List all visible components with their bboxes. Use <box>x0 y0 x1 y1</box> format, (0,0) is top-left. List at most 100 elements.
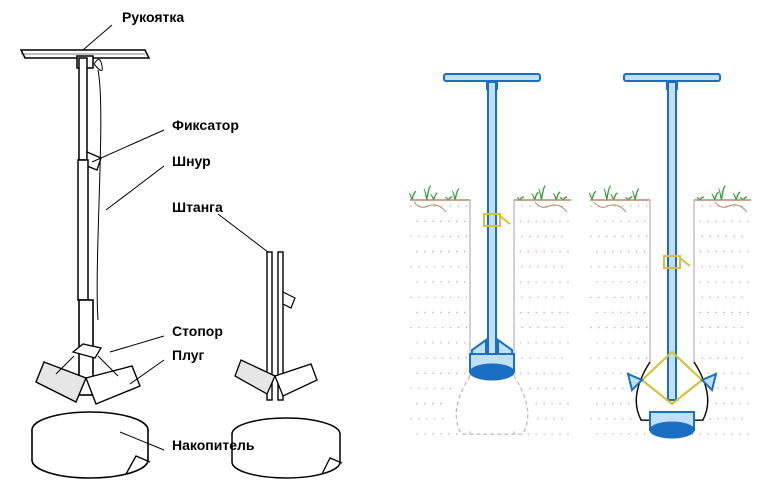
soil-dot <box>544 403 545 404</box>
soil-dot <box>596 342 597 343</box>
soil-dot <box>567 281 568 282</box>
soil-dot <box>747 403 748 404</box>
soil-dot <box>418 297 419 298</box>
label-plow: Плуг <box>172 347 205 363</box>
soil-dot <box>536 281 537 282</box>
soil-dot <box>567 251 568 252</box>
shaft <box>488 82 496 362</box>
soil-dot <box>590 388 591 389</box>
leader-handle <box>83 25 112 50</box>
soil-dot <box>538 297 539 298</box>
soil-dot <box>426 357 427 358</box>
soil-dot <box>606 327 607 328</box>
cord <box>97 70 101 320</box>
soil-dot <box>410 418 411 419</box>
soil-dot <box>546 266 547 267</box>
soil-dot <box>590 297 591 298</box>
soil-dot <box>418 357 419 358</box>
soil-dot <box>741 327 742 328</box>
soil-dot <box>464 373 465 374</box>
grass-blade <box>556 192 560 200</box>
grass-blade <box>412 192 416 200</box>
soil-dot <box>559 403 560 404</box>
soil-dot <box>596 312 597 313</box>
soil-dot <box>726 357 727 358</box>
soil-dot <box>522 266 523 267</box>
soil-dot <box>544 251 545 252</box>
soil-dot <box>530 357 531 358</box>
soil-dot <box>747 251 748 252</box>
soil-dot <box>442 236 443 237</box>
soil-dot <box>614 327 615 328</box>
soil-dot <box>424 433 425 434</box>
soil-dot <box>464 221 465 222</box>
soil-dot <box>440 221 441 222</box>
soil-dot <box>544 221 545 222</box>
soil-dot <box>718 205 719 206</box>
soil-dot <box>466 327 467 328</box>
soil-dot <box>622 236 623 237</box>
soil-dot <box>646 297 647 298</box>
soil-dot <box>622 297 623 298</box>
label-accumulator: Накопитель <box>172 437 255 453</box>
soil-dot <box>606 388 607 389</box>
soil-dot <box>456 373 457 374</box>
soil-dot <box>724 403 725 404</box>
grass-blade <box>736 192 740 200</box>
soil-dot <box>724 251 725 252</box>
soil-dot <box>418 418 419 419</box>
soil-dot <box>630 297 631 298</box>
soil-dot <box>456 312 457 313</box>
soil-dot <box>732 312 733 313</box>
soil-dot <box>604 433 605 434</box>
soil-dot <box>716 342 717 343</box>
soil-dot <box>604 373 605 374</box>
grass-blade <box>455 189 459 200</box>
soil-dot <box>630 418 631 419</box>
soil-dot <box>567 342 568 343</box>
soil-dot <box>559 281 560 282</box>
soil-dot <box>552 312 553 313</box>
soil-dot <box>622 327 623 328</box>
soil-dot <box>448 433 449 434</box>
soil-dot <box>450 388 451 389</box>
soil-dot <box>416 281 417 282</box>
soil-dot <box>638 205 639 206</box>
soil-dot <box>604 221 605 222</box>
soil-dot <box>552 281 553 282</box>
soil-dot <box>741 357 742 358</box>
soil-dot <box>724 281 725 282</box>
soil-dot <box>636 433 637 434</box>
soil-dot <box>559 251 560 252</box>
soil-dot <box>410 388 411 389</box>
soil-dot <box>530 205 531 206</box>
soil-dot <box>466 297 467 298</box>
soil-dot <box>606 418 607 419</box>
soil-dot <box>528 281 529 282</box>
soil-dot <box>747 281 748 282</box>
soil-dot <box>530 297 531 298</box>
soil-dot <box>458 327 459 328</box>
soil-dot <box>708 251 709 252</box>
soil-dot <box>646 327 647 328</box>
soil-dot <box>710 297 711 298</box>
soil-dot <box>456 251 457 252</box>
soil-dot <box>596 251 597 252</box>
soil-dot <box>732 373 733 374</box>
soil-dot <box>538 205 539 206</box>
soil-dot <box>700 312 701 313</box>
soil-dot <box>538 327 539 328</box>
soil-dot <box>702 357 703 358</box>
soil-dot <box>424 403 425 404</box>
soil-dot <box>598 388 599 389</box>
soil-dot <box>614 388 615 389</box>
soil-dot <box>708 281 709 282</box>
soil-dot <box>596 433 597 434</box>
soil-dot <box>559 342 560 343</box>
soil-dot <box>590 327 591 328</box>
soil-dot <box>559 433 560 434</box>
soil-dot <box>546 297 547 298</box>
soil-dot <box>416 251 417 252</box>
soil-dot <box>442 266 443 267</box>
soil-dot <box>456 433 457 434</box>
